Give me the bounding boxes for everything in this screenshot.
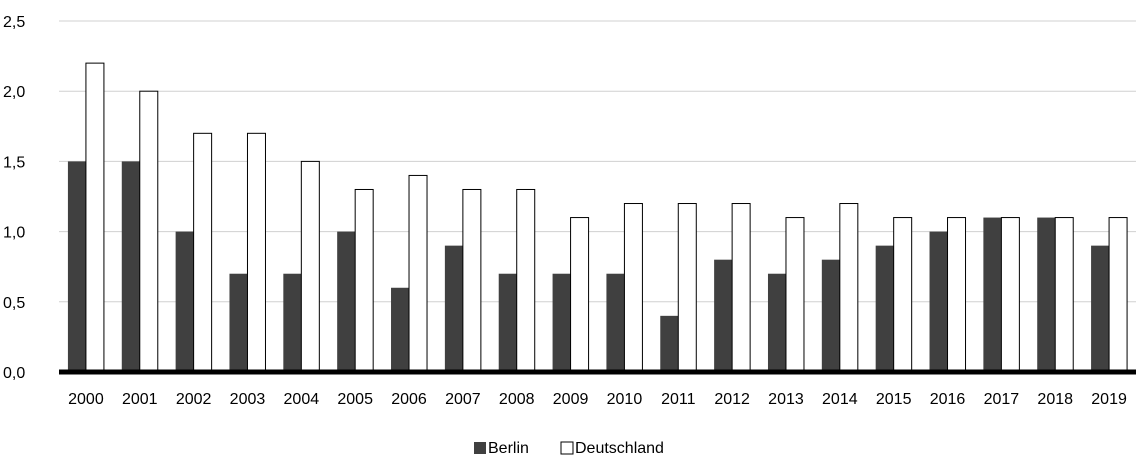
x-tick-label: 2000	[68, 391, 104, 408]
bar-deutschland-2017[interactable]	[1000, 217, 1020, 373]
x-tick-label: 2007	[445, 391, 481, 408]
bar-berlin-2007[interactable]	[444, 245, 463, 372]
x-tick-label: 2013	[768, 391, 804, 408]
bar-deutschland-2004[interactable]	[300, 160, 320, 373]
bar-deutschland-2000[interactable]	[85, 62, 105, 373]
x-tick-label: 2006	[391, 391, 427, 408]
bar-berlin-2005[interactable]	[337, 231, 356, 372]
bar-deutschland-2008[interactable]	[516, 188, 536, 373]
bars	[67, 62, 1128, 373]
x-axis-ticks: 2000 2001 2002 2003 2004 2005 2006 2007 2008 2009…	[68, 391, 1127, 408]
legend: Berlin Deutschland	[474, 440, 664, 457]
bar-berlin-2010[interactable]	[606, 273, 625, 372]
x-tick-label: 2001	[122, 391, 158, 408]
x-tick-label: 2017	[984, 391, 1020, 408]
y-tick-label: 2,0	[3, 84, 25, 101]
bar-berlin-2008[interactable]	[498, 273, 517, 372]
bar-deutschland-2014[interactable]	[839, 203, 859, 373]
legend-label-berlin[interactable]: Berlin	[488, 440, 529, 457]
y-tick-label: 1,0	[3, 225, 25, 242]
x-tick-label: 2002	[176, 391, 212, 408]
bar-berlin-2016[interactable]	[929, 231, 948, 372]
bar-deutschland-2015[interactable]	[893, 217, 913, 373]
x-tick-label: 2009	[553, 391, 589, 408]
x-tick-label: 2016	[930, 391, 966, 408]
y-tick-label: 2,5	[3, 14, 25, 31]
bar-deutschland-2001[interactable]	[139, 90, 159, 373]
x-tick-label: 2014	[822, 391, 858, 408]
x-tick-label: 2003	[230, 391, 266, 408]
bar-deutschland-2013[interactable]	[785, 217, 805, 373]
bar-berlin-2014[interactable]	[821, 259, 840, 372]
x-tick-label: 2015	[876, 391, 912, 408]
legend-label-deutschland[interactable]: Deutschland	[575, 440, 664, 457]
bar-deutschland-2005[interactable]	[354, 188, 374, 373]
bar-deutschland-2019[interactable]	[1108, 217, 1128, 373]
gridlines	[59, 20, 1136, 303]
y-axis-ticks: 0,0 0,5 1,0 1,5 2,0 2,5	[3, 14, 25, 382]
bar-deutschland-2012[interactable]	[731, 203, 751, 373]
bar-berlin-2011[interactable]	[660, 315, 679, 372]
bar-deutschland-2018[interactable]	[1054, 217, 1074, 373]
bar-deutschland-2016[interactable]	[947, 217, 967, 373]
x-tick-label: 2019	[1091, 391, 1127, 408]
bar-berlin-2017[interactable]	[983, 217, 1002, 372]
bar-berlin-2001[interactable]	[121, 161, 140, 372]
bar-berlin-2019[interactable]	[1091, 245, 1110, 372]
y-tick-label: 0,0	[3, 365, 25, 382]
bar-deutschland-2002[interactable]	[193, 132, 213, 373]
x-tick-label: 2012	[714, 391, 750, 408]
bar-berlin-2012[interactable]	[714, 259, 733, 372]
bar-deutschland-2007[interactable]	[462, 188, 482, 373]
bar-berlin-2004[interactable]	[283, 273, 302, 372]
legend-swatch-deutschland	[560, 441, 574, 455]
bar-deutschland-2003[interactable]	[246, 132, 266, 373]
bar-berlin-2003[interactable]	[229, 273, 248, 372]
bar-berlin-2009[interactable]	[552, 273, 571, 372]
bar-berlin-2018[interactable]	[1037, 217, 1056, 372]
legend-swatch-berlin	[474, 442, 486, 454]
bar-berlin-2002[interactable]	[175, 231, 194, 372]
x-tick-label: 2008	[499, 391, 535, 408]
bar-berlin-2006[interactable]	[391, 287, 410, 372]
y-tick-label: 0,5	[3, 295, 25, 312]
bar-berlin-2015[interactable]	[875, 245, 894, 372]
x-tick-label: 2005	[337, 391, 373, 408]
y-tick-label: 1,5	[3, 154, 25, 171]
x-tick-label: 2004	[284, 391, 320, 408]
bar-deutschland-2011[interactable]	[677, 203, 697, 373]
bar-berlin-2013[interactable]	[767, 273, 786, 372]
bar-deutschland-2010[interactable]	[623, 203, 643, 373]
x-tick-label: 2018	[1037, 391, 1073, 408]
x-tick-label: 2011	[661, 391, 696, 408]
bar-deutschland-2009[interactable]	[570, 217, 590, 373]
bar-deutschland-2006[interactable]	[408, 174, 428, 373]
bar-berlin-2000[interactable]	[67, 161, 86, 372]
x-tick-label: 2010	[607, 391, 643, 408]
